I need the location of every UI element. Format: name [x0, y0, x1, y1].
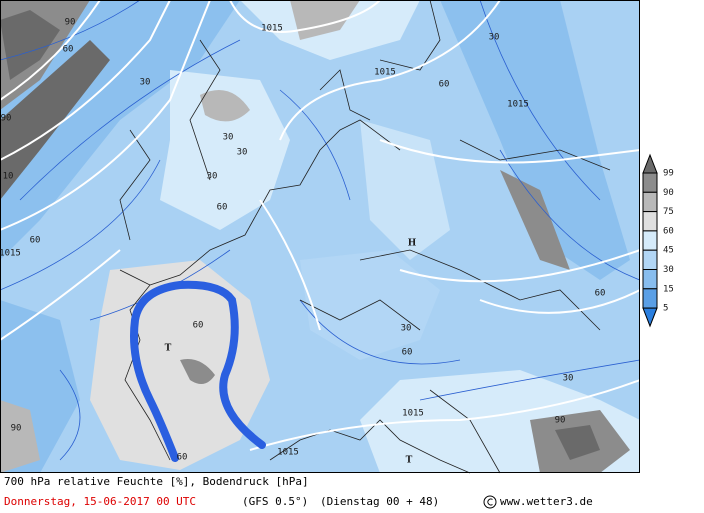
- humidity-label: 60: [595, 289, 606, 299]
- legend-label: 99: [663, 169, 674, 179]
- humidity-label: 30: [563, 374, 574, 384]
- isobar-label: 1015: [277, 448, 299, 458]
- humidity-label: 30: [401, 324, 412, 334]
- legend-label: 45: [663, 246, 674, 256]
- legend-label: 15: [663, 284, 674, 294]
- field-gray-n: [290, 0, 360, 40]
- isobar-label: 1015: [0, 249, 21, 259]
- field-gray-sw: [0, 400, 40, 473]
- pressure-center: H: [408, 239, 417, 249]
- field-gray-france: [180, 359, 215, 384]
- footer: 700 hPa relative Feuchte [%], Bodendruck…: [4, 475, 593, 509]
- footer-model: (GFS 0.5°): [242, 495, 308, 508]
- field-gray-center: [200, 90, 250, 122]
- isobar-label: 1015: [507, 100, 529, 110]
- humidity-label: 60: [63, 45, 74, 55]
- legend-band: [642, 249, 658, 270]
- legend-band: [642, 191, 658, 213]
- field-dark-band: [0, 40, 110, 200]
- isobars: [0, 0, 641, 451]
- field-west: [0, 0, 240, 260]
- field-gray-east: [500, 170, 570, 270]
- field-mid-east: [440, 0, 630, 280]
- legend-cap-bottom: [642, 307, 658, 328]
- legend-band: [642, 269, 658, 290]
- humidity-label: 60: [217, 203, 228, 213]
- legend-label: 30: [663, 265, 674, 275]
- coastlines-borders: [119, 0, 611, 474]
- humidity-label: 60: [439, 80, 450, 90]
- legend-band: [642, 172, 658, 193]
- humidity-label: 90: [65, 18, 76, 28]
- legend-band: [642, 230, 658, 251]
- isobar-label: 1015: [374, 68, 396, 78]
- field-dark-nw: [0, 10, 60, 80]
- footer-run: (Dienstag 00 + 48): [320, 495, 439, 508]
- humidity-label: 30: [207, 172, 218, 182]
- legend-label: 75: [663, 207, 674, 217]
- field-light-east: [360, 120, 450, 260]
- legend-band: [642, 288, 658, 309]
- humidity-label: 60: [177, 453, 188, 463]
- humidity-label: 30: [223, 133, 234, 143]
- isobar-label: 1015: [402, 409, 424, 419]
- humidity-label: 60: [402, 348, 413, 358]
- legend-label: 60: [663, 226, 674, 236]
- humidity-label: 60: [193, 321, 204, 331]
- isobar-label: 1015: [261, 24, 283, 34]
- copyright-icon: [483, 495, 497, 509]
- footer-title: 700 hPa relative Feuchte [%], Bodendruck…: [4, 475, 309, 488]
- humidity-label: 10: [3, 172, 14, 182]
- humidity-label: 90: [1, 114, 12, 124]
- legend-label: 90: [663, 188, 674, 198]
- legend-label: 5: [663, 304, 668, 314]
- map-frame: [0, 0, 640, 473]
- map-labels: 1015101510151015101510153030303030303060…: [0, 18, 606, 466]
- legend: 99 90 75 60 45 30 15 5: [642, 153, 674, 328]
- map: [0, 0, 641, 474]
- humidity-label: 90: [11, 424, 22, 434]
- annotation-stroke: [130, 280, 266, 462]
- pressure-center: T: [406, 456, 413, 466]
- humidity-label: 30: [489, 33, 500, 43]
- footer-credit: www.wetter3.de: [500, 495, 593, 508]
- humidity-label: 90: [555, 416, 566, 426]
- humidity-label: 60: [30, 236, 41, 246]
- footer-date: Donnerstag, 15-06-2017 00 UTC: [4, 495, 196, 508]
- field-light-center: [160, 70, 290, 230]
- field-dark-se: [555, 425, 600, 460]
- pressure-center: T: [165, 344, 172, 354]
- humidity-label: 30: [140, 78, 151, 88]
- legend-band: [642, 211, 658, 232]
- copyright-icon-c: [487, 498, 493, 506]
- humidity-label: 30: [237, 148, 248, 158]
